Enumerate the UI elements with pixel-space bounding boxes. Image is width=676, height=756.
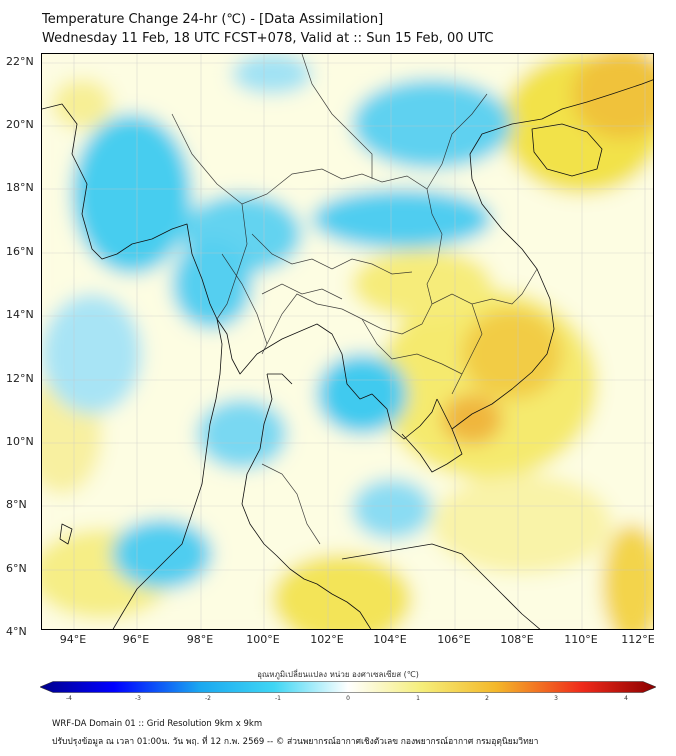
lon-label: 108°E xyxy=(500,633,534,646)
lon-label: 98°E xyxy=(186,633,214,646)
colorbar-tick: 0 xyxy=(346,695,350,702)
lon-label: 112°E xyxy=(621,633,655,646)
lat-label: 8°N xyxy=(6,498,27,511)
lon-label: 104°E xyxy=(373,633,407,646)
lon-label: 100°E xyxy=(246,633,280,646)
lon-label: 94°E xyxy=(59,633,87,646)
lon-label: 102°E xyxy=(310,633,344,646)
coastlines xyxy=(42,79,653,629)
lat-label: 10°N xyxy=(6,435,34,448)
lat-label: 18°N xyxy=(6,181,34,194)
lat-label: 14°N xyxy=(6,308,34,321)
colorbar-tick: -1 xyxy=(275,695,281,702)
lat-label: 12°N xyxy=(6,372,34,385)
map-subtitle: Wednesday 11 Feb, 18 UTC FCST+078, Valid… xyxy=(42,31,494,46)
colorbar xyxy=(40,681,656,693)
map-title: Temperature Change 24-hr (℃) - [Data Ass… xyxy=(42,12,384,27)
colorbar-tick: -2 xyxy=(205,695,211,702)
colorbar-tick: -4 xyxy=(66,695,72,702)
country-borders xyxy=(171,54,538,545)
footer-credit: ปรับปรุงข้อมูล ณ เวลา 01:00น. วัน พฤ. ที… xyxy=(52,737,539,747)
lat-label: 22°N xyxy=(6,55,34,68)
temperature-field xyxy=(42,54,653,629)
lon-label: 96°E xyxy=(122,633,150,646)
colorbar-tick: 2 xyxy=(485,695,489,702)
lon-label: 110°E xyxy=(564,633,598,646)
lat-label: 16°N xyxy=(6,245,34,258)
graticule xyxy=(42,54,653,629)
colorbar-tick: 4 xyxy=(624,695,628,702)
temperature-change-map xyxy=(41,53,654,630)
lat-label: 6°N xyxy=(6,562,27,575)
lon-label: 106°E xyxy=(437,633,471,646)
colorbar-label: อุณหภูมิเปลี่ยนแปลง หน่วย องศาเซลเซียส (… xyxy=(257,670,419,679)
lat-label: 20°N xyxy=(6,118,34,131)
lat-label: 4°N xyxy=(6,625,27,638)
colorbar-tick: 3 xyxy=(554,695,558,702)
footer-model-info: WRF-DA Domain 01 :: Grid Resolution 9km … xyxy=(52,719,263,729)
colorbar-tick: 1 xyxy=(416,695,420,702)
colorbar-tick: -3 xyxy=(135,695,141,702)
